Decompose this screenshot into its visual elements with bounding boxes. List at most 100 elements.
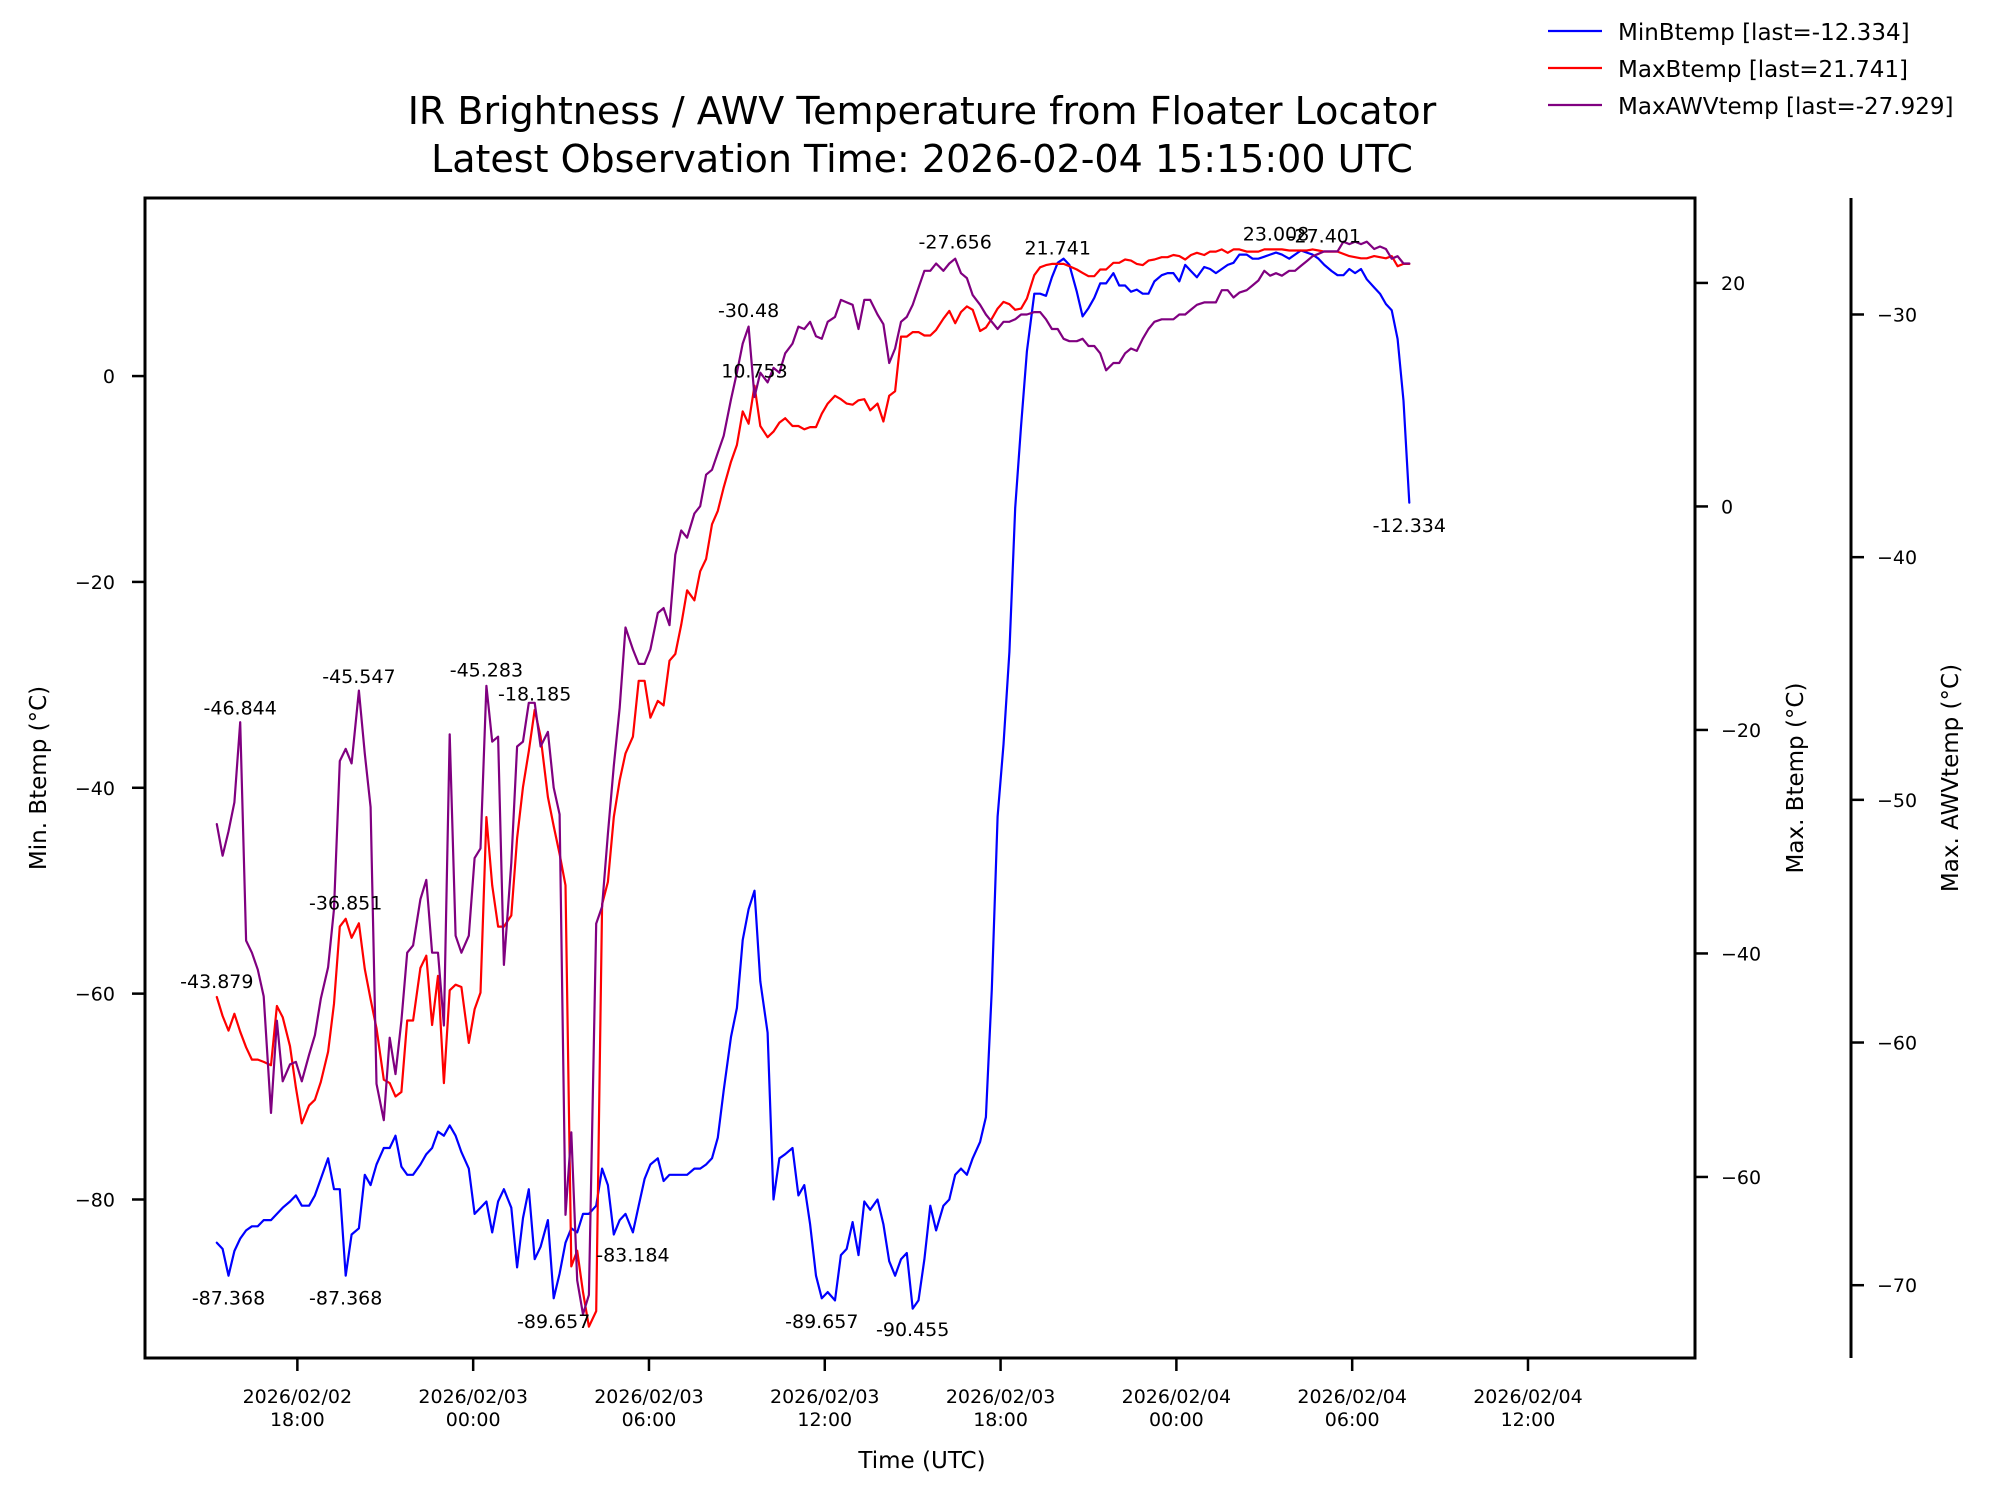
data-point-maxawvtemp — [1269, 274, 1271, 277]
data-point-maxawvtemp — [1045, 318, 1047, 321]
data-point-minbtemp — [1026, 350, 1028, 353]
data-point-maxbtemp — [759, 425, 762, 427]
data-point-maxawvtemp — [1275, 272, 1277, 275]
data-point-minbtemp — [741, 939, 744, 941]
legend-label-maxawvtemp: MaxAWVtemp [last=-27.929] — [1618, 94, 1953, 120]
data-point-maxbtemp — [960, 311, 962, 313]
data-point-maxawvtemp — [1020, 313, 1022, 316]
data-point-minbtemp — [1087, 307, 1090, 309]
data-point-maxbtemp — [730, 460, 732, 463]
data-point-minbtemp — [845, 1248, 848, 1250]
data-point-minbtemp — [239, 1237, 241, 1240]
data-point-minbtemp — [996, 815, 999, 818]
data-point-maxawvtemp — [1336, 250, 1339, 253]
x-tick-label-date: 2026/02/02 — [243, 1386, 353, 1408]
data-point-maxbtemp — [971, 309, 974, 311]
data-point-maxawvtemp — [979, 304, 981, 306]
data-point-maxbtemp — [791, 425, 794, 427]
data-point-maxbtemp — [1226, 252, 1229, 254]
data-point-maxawvtemp — [1288, 270, 1290, 272]
data-point-maxbtemp — [632, 735, 634, 738]
data-label-minbtemp: -89.657 — [517, 1311, 590, 1333]
data-point-maxawvtemp — [1184, 313, 1186, 316]
data-point-minbtemp — [503, 1188, 505, 1190]
data-point-minbtemp — [1354, 272, 1356, 274]
data-point-maxbtemp — [473, 1008, 476, 1011]
data-point-maxbtemp — [1190, 254, 1192, 256]
data-point-maxbtemp — [1178, 255, 1181, 257]
data-point-maxawvtemp — [942, 270, 945, 272]
data-point-maxbtemp — [649, 716, 652, 719]
data-point-maxbtemp — [722, 486, 725, 489]
data-point-maxbtemp — [1354, 256, 1356, 259]
data-label-minbtemp: -83.184 — [596, 1244, 669, 1266]
chart-title-line2: Latest Observation Time: 2026-02-04 15:1… — [431, 137, 1413, 181]
data-point-maxbtemp — [582, 1291, 584, 1293]
data-point-maxbtemp — [339, 925, 341, 928]
data-point-maxawvtemp — [491, 740, 494, 743]
data-point-maxawvtemp — [948, 262, 951, 265]
data-point-maxbtemp — [979, 330, 981, 332]
data-point-maxawvtemp — [1294, 270, 1296, 272]
data-point-maxbtemp — [797, 425, 800, 427]
data-point-minbtemp — [1294, 253, 1296, 256]
data-label-minbtemp: -89.657 — [785, 1311, 858, 1333]
data-point-maxawvtemp — [1300, 265, 1302, 267]
data-point-minbtemp — [1130, 290, 1132, 293]
y-tick-label-awv: −50 — [1877, 790, 1917, 812]
data-point-maxawvtemp — [1281, 274, 1283, 277]
data-point-maxbtemp — [1112, 262, 1115, 264]
data-point-maxawvtemp — [320, 998, 322, 1000]
data-point-minbtemp — [412, 1174, 414, 1176]
data-point-maxawvtemp — [971, 294, 974, 296]
data-point-maxawvtemp — [601, 905, 603, 908]
data-point-maxawvtemp — [460, 951, 463, 954]
data-point-minbtemp — [295, 1194, 297, 1197]
data-point-minbtemp — [1153, 280, 1156, 283]
data-point-maxawvtemp — [882, 323, 885, 326]
data-point-maxawvtemp — [1190, 308, 1192, 311]
data-point-maxawvtemp — [327, 966, 329, 969]
data-point-maxawvtemp — [552, 786, 555, 789]
data-point-minbtemp — [1076, 290, 1078, 293]
data-point-minbtemp — [960, 1167, 962, 1170]
data-point-maxbtemp — [510, 914, 513, 917]
data-point-maxawvtemp — [1112, 362, 1115, 364]
data-point-maxbtemp — [564, 884, 567, 887]
data-point-maxbtemp — [954, 322, 956, 325]
data-point-maxawvtemp — [558, 813, 561, 816]
data-point-minbtemp — [1141, 292, 1144, 295]
data-point-maxbtemp — [1209, 250, 1211, 253]
data-point-maxawvtemp — [1153, 321, 1156, 323]
data-point-maxbtemp — [388, 1082, 391, 1084]
data-point-maxawvtemp — [649, 648, 652, 651]
data-point-maxbtemp — [344, 918, 347, 920]
data-point-maxawvtemp — [528, 702, 530, 704]
data-point-maxawvtemp — [539, 745, 542, 748]
data-point-maxawvtemp — [851, 304, 854, 306]
data-point-maxbtemp — [966, 305, 968, 308]
data-point-minbtemp — [888, 1260, 890, 1262]
data-point-minbtemp — [454, 1134, 457, 1137]
data-point-maxawvtemp — [503, 964, 505, 966]
data-point-minbtemp — [747, 908, 750, 910]
data-point-maxawvtemp — [1354, 240, 1356, 243]
data-point-maxawvtemp — [1087, 345, 1090, 347]
data-point-maxawvtemp — [1215, 301, 1217, 304]
data-point-maxbtemp — [412, 1019, 414, 1022]
data-point-maxbtemp — [1002, 301, 1005, 303]
data-point-maxbtemp — [1203, 254, 1205, 256]
data-point-maxawvtemp — [1360, 243, 1362, 245]
data-point-minbtemp — [601, 1167, 603, 1170]
data-point-maxbtemp — [826, 402, 829, 405]
data-point-maxbtemp — [1288, 249, 1290, 252]
data-point-minbtemp — [221, 1248, 224, 1250]
data-point-maxawvtemp — [705, 473, 707, 476]
data-point-maxawvtemp — [1251, 284, 1254, 287]
data-point-maxbtemp — [1045, 264, 1047, 266]
data-point-maxbtemp — [437, 975, 439, 977]
data-point-maxawvtemp — [333, 908, 335, 910]
data-point-maxawvtemp — [510, 862, 513, 864]
x-tick-label-date: 2026/02/03 — [594, 1386, 704, 1408]
data-point-minbtemp — [369, 1184, 372, 1186]
